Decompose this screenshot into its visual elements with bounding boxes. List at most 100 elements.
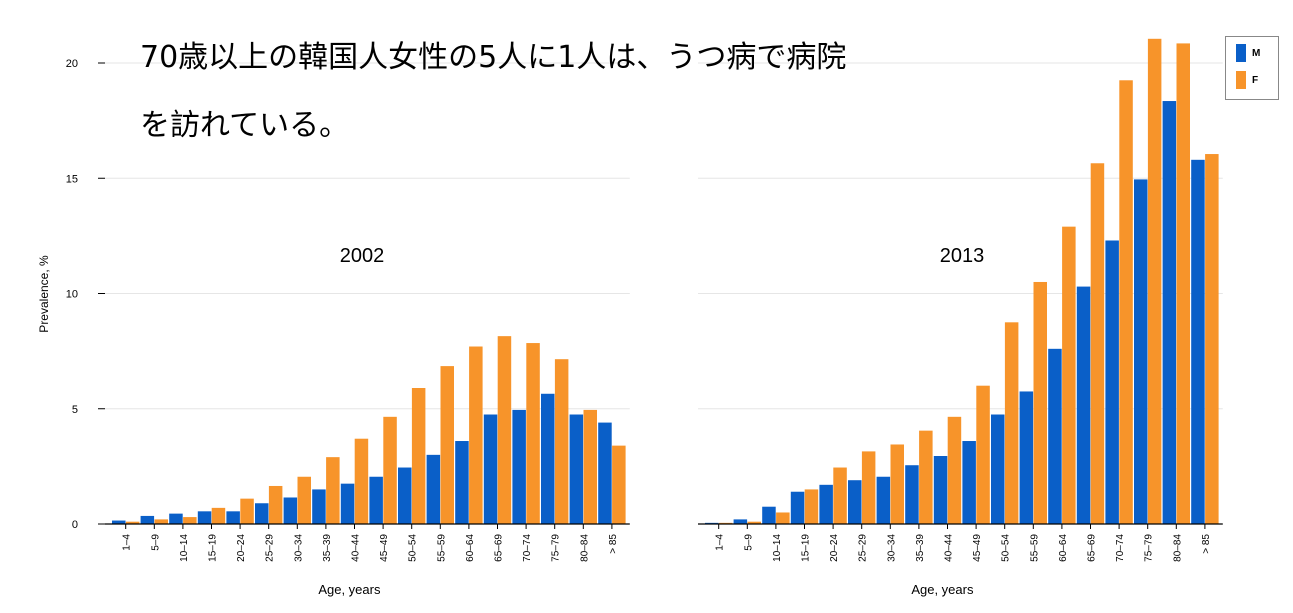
x-tick-label: 80–84 [1172, 534, 1183, 562]
headline-line-2: を訪れている。 [140, 108, 350, 143]
x-tick-label: 45–49 [379, 534, 390, 562]
x-tick-label: 65–69 [494, 534, 505, 562]
bar-2013-f-6 [861, 451, 876, 524]
bar-2002-f-16 [554, 359, 569, 524]
bar-2002-m-9 [340, 483, 355, 524]
bar-2002-f-6 [268, 485, 283, 524]
x-tick-label: 40–44 [944, 534, 955, 562]
bar-2002-f-2 [154, 519, 168, 524]
bar-2013-f-18 [1205, 154, 1219, 525]
y-tick-label: 5 [72, 404, 78, 416]
bar-2013-f-11 [1004, 322, 1019, 524]
bar-2002-f-7 [297, 476, 311, 524]
bar-2002-m-5 [226, 511, 240, 524]
x-tick-label: 35–39 [322, 534, 333, 562]
bar-2013-f-15 [1119, 80, 1133, 524]
bar-2002-f-3 [183, 517, 197, 524]
bar-2013-f-9 [947, 416, 962, 524]
y-axis-label: Prevalence, % [37, 255, 51, 333]
bar-2013-m-14 [1076, 286, 1091, 524]
bar-2013-m-13 [1048, 348, 1062, 524]
bar-2013-f-12 [1033, 281, 1047, 524]
x-tick-label: 55–59 [436, 534, 447, 562]
headline-line-1: 70歳以上の韓国人女性の5人に1人は、うつ病で病院 [140, 40, 847, 75]
bar-2002-m-16 [541, 393, 555, 524]
legend-label-f: F [1252, 74, 1259, 86]
bar-2013-f-8 [919, 430, 933, 524]
bar-2013-m-7 [876, 476, 891, 524]
bar-2002-f-15 [526, 343, 540, 524]
bar-2002-f-5 [240, 498, 254, 524]
x-tick-label: 1–4 [122, 534, 133, 551]
x-tick-label: 30–34 [293, 534, 304, 562]
bar-2013-m-9 [933, 456, 948, 524]
x-tick-label: 10–14 [179, 534, 190, 562]
x-tick-label: 1–4 [715, 534, 726, 551]
bar-2013-f-13 [1062, 226, 1076, 524]
bar-2002-f-17 [583, 409, 597, 524]
x-tick-label: 70–74 [1115, 534, 1126, 562]
bar-2002-m-18 [598, 422, 612, 524]
x-tick-label: 5–9 [743, 534, 754, 551]
x-axis-label: Age, years [318, 582, 381, 597]
panel-title-2002: 2002 [340, 245, 385, 267]
bar-2002-f-10 [383, 416, 397, 524]
x-tick-label: 60–64 [465, 534, 476, 562]
x-tick-label: 35–39 [915, 534, 926, 562]
y-tick-label: 0 [72, 519, 78, 531]
bar-2002-f-14 [497, 336, 512, 524]
x-tick-label: 50–54 [408, 534, 419, 562]
bar-2013-m-8 [905, 465, 919, 524]
bar-2002-m-14 [483, 414, 498, 524]
x-tick-label: 5–9 [150, 534, 161, 551]
bar-2013-m-17 [1162, 101, 1177, 524]
bar-2013-m-6 [848, 480, 862, 524]
x-tick-label: 20–24 [236, 534, 247, 562]
bar-2013-f-14 [1090, 163, 1105, 524]
bar-2013-f-2 [747, 521, 761, 524]
bar-2002-m-2 [140, 515, 155, 524]
bar-2013-m-18 [1191, 159, 1205, 524]
bar-2002-m-6 [255, 503, 269, 524]
x-tick-label: 15–19 [208, 534, 219, 562]
bar-2013-m-16 [1134, 179, 1148, 524]
x-tick-label: 70–74 [522, 534, 533, 562]
x-tick-label: > 85 [608, 534, 619, 554]
bar-2002-m-1 [112, 520, 126, 524]
bar-2002-m-10 [369, 476, 383, 524]
bar-2002-m-7 [283, 497, 298, 524]
legend-label-m: M [1252, 47, 1261, 59]
x-tick-label: 60–64 [1058, 534, 1069, 562]
bar-2013-m-4 [790, 491, 805, 524]
bar-2002-f-13 [469, 346, 483, 524]
bar-2002-m-4 [197, 511, 212, 524]
bar-2002-m-11 [398, 467, 412, 524]
panel-title-2013: 2013 [940, 245, 985, 267]
y-tick-label: 15 [66, 173, 78, 185]
x-tick-label: > 85 [1201, 534, 1212, 554]
x-tick-label: 50–54 [1001, 534, 1012, 562]
x-tick-label: 75–79 [551, 534, 562, 562]
x-tick-label: 15–19 [801, 534, 812, 562]
x-tick-label: 25–29 [265, 534, 276, 562]
x-tick-label: 75–79 [1144, 534, 1155, 562]
bar-2002-m-12 [426, 454, 441, 524]
x-tick-label: 65–69 [1087, 534, 1098, 562]
y-tick-label: 20 [66, 58, 78, 70]
bar-2002-f-9 [354, 438, 369, 524]
x-tick-label: 20–24 [829, 534, 840, 562]
bar-2002-m-3 [169, 513, 183, 524]
legend: M F [1225, 36, 1279, 100]
bar-2002-f-1 [125, 521, 140, 524]
legend-swatch-f [1236, 71, 1246, 89]
x-tick-label: 10–14 [772, 534, 783, 562]
bar-2002-m-8 [312, 489, 326, 524]
x-tick-label: 55–59 [1029, 534, 1040, 562]
y-tick-label: 10 [66, 289, 78, 301]
bar-2013-m-3 [762, 506, 776, 524]
bar-2002-m-17 [569, 414, 584, 524]
x-tick-label: 45–49 [972, 534, 983, 562]
bar-2002-f-4 [211, 507, 226, 524]
bar-2002-f-11 [411, 388, 426, 524]
